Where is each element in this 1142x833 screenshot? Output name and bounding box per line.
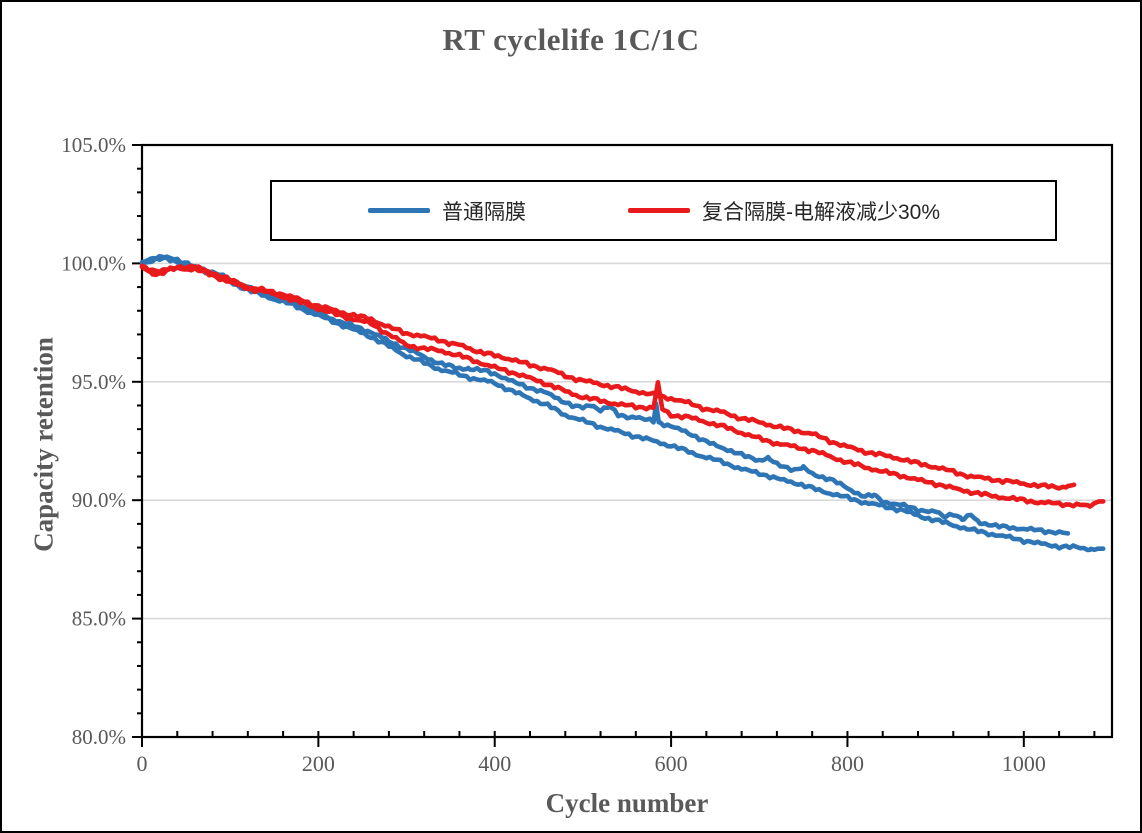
plot-border (140, 143, 1114, 739)
x-tick-label: 400 (478, 751, 511, 776)
x-axis-title: Cycle number (545, 788, 709, 818)
legend-line-sample-red (628, 208, 690, 213)
data-line (139, 255, 1106, 553)
x-tick-label: 200 (302, 751, 335, 776)
x-tick-label: 800 (831, 751, 864, 776)
x-tick-label: 600 (655, 751, 688, 776)
legend-label: 复合隔膜-电解液减少30% (702, 200, 941, 224)
legend-label: 普通隔膜 (442, 200, 526, 224)
x-tick-label: 0 (137, 751, 148, 776)
y-tick-label: 95.0% (72, 370, 126, 394)
y-tick-label: 100.0% (61, 251, 126, 275)
x-tick-label: 1000 (1002, 751, 1046, 776)
y-tick-label: 90.0% (72, 488, 126, 512)
chart-title: RT cyclelife 1C/1C (442, 22, 700, 57)
data-line (139, 263, 1077, 491)
legend-item-ordinary-separator: 普通隔膜 (368, 182, 526, 239)
y-tick-label: 80.0% (72, 725, 126, 749)
legend-line-sample-blue (368, 208, 430, 213)
legend-box: 普通隔膜 复合隔膜-电解液减少30% (270, 180, 1057, 241)
legend-item-composite-separator: 复合隔膜-电解液减少30% (628, 182, 940, 239)
data-line (139, 264, 1106, 509)
y-tick-label: 85.0% (72, 607, 126, 631)
y-tick-label: 105.0% (61, 133, 126, 157)
